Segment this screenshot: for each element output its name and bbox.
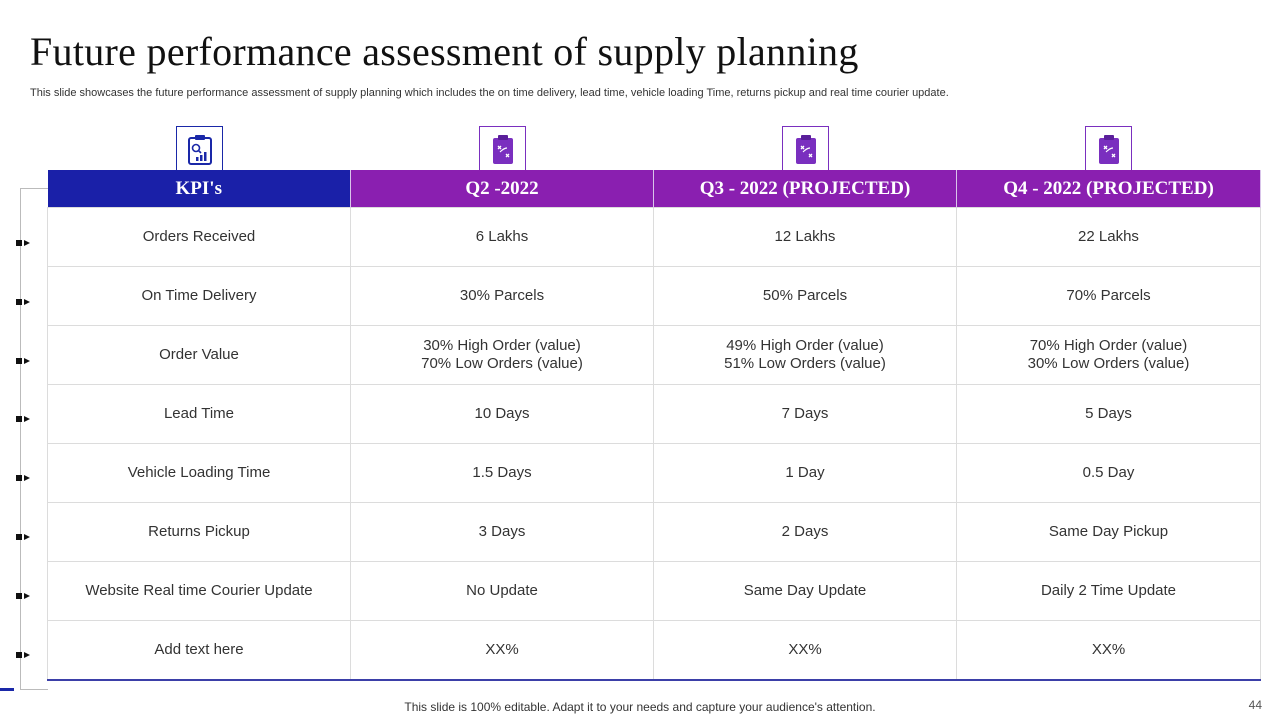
clipboard-icon <box>782 126 829 173</box>
frame-line <box>20 188 21 690</box>
footer-note: This slide is 100% editable. Adapt it to… <box>404 700 876 714</box>
row-arrow-icon <box>16 410 32 423</box>
kpi-value-cell: XX% <box>653 620 957 681</box>
row-arrow-icon <box>16 469 32 482</box>
kpi-value-cell: 1 Day <box>653 443 957 503</box>
row-arrow-icon <box>16 293 32 305</box>
kpi-value-cell: 70% High Order (value) 30% Low Orders (v… <box>956 325 1261 385</box>
frame-line <box>20 689 48 690</box>
page-number: 44 <box>1248 698 1262 712</box>
corner-accent <box>0 688 14 691</box>
kpi-label-cell: On Time Delivery <box>47 266 351 326</box>
table-row: Order Value 30% High Order (value) 70% Lo… <box>47 325 1261 385</box>
kpi-label-cell: Add text here <box>47 620 351 681</box>
kpi-label-cell: Lead Time <box>47 384 351 444</box>
header-q3-2022: Q3 - 2022 (PROJECTED) <box>653 170 957 208</box>
report-chart-icon <box>176 126 223 173</box>
kpi-value-cell: 30% High Order (value) 70% Low Orders (v… <box>350 325 654 385</box>
row-arrow-icon <box>16 352 32 364</box>
kpi-value-cell: 50% Parcels <box>653 266 957 326</box>
row-arrow-icon <box>16 528 32 540</box>
kpi-value-cell: 0.5 Day <box>956 443 1261 503</box>
kpi-label-cell: Order Value <box>47 325 351 385</box>
page-subtitle: This slide showcases the future performa… <box>30 87 949 99</box>
header-q4-2022: Q4 - 2022 (PROJECTED) <box>956 170 1261 208</box>
header-q2-2022: Q2 -2022 <box>350 170 654 208</box>
kpi-value-cell: Daily 2 Time Update <box>956 561 1261 621</box>
row-arrow-icon <box>16 646 32 658</box>
table-row: On Time Delivery 30% Parcels 50% Parcels 70… <box>47 266 1261 326</box>
frame-line <box>20 188 48 189</box>
kpi-value-cell: Same Day Pickup <box>956 502 1261 562</box>
kpi-value-cell: 1.5 Days <box>350 443 654 503</box>
kpi-value-cell: XX% <box>956 620 1261 681</box>
table-row: Website Real time Courier Update No Updat… <box>47 561 1261 621</box>
kpi-label-cell: Orders Received <box>47 207 351 267</box>
table-row: Lead Time 10 Days 7 Days 5 Days <box>47 384 1261 444</box>
clipboard-icon <box>479 126 526 173</box>
kpi-value-cell: 2 Days <box>653 502 957 562</box>
row-arrow-icon <box>16 587 32 599</box>
kpi-value-cell: 22 Lakhs <box>956 207 1261 267</box>
kpi-value-cell: 70% Parcels <box>956 266 1261 326</box>
kpi-label-cell: Returns Pickup <box>47 502 351 562</box>
kpi-value-cell: 7 Days <box>653 384 957 444</box>
row-arrow-icon <box>16 234 32 246</box>
kpi-value-cell: 6 Lakhs <box>350 207 654 267</box>
page-title: Future performance assessment of supply … <box>30 29 859 74</box>
table-row: Orders Received 6 Lakhs 12 Lakhs 22 Lakhs <box>47 207 1261 267</box>
kpi-value-cell: 5 Days <box>956 384 1261 444</box>
kpi-value-cell: No Update <box>350 561 654 621</box>
kpi-table: KPI's Q2 -2022 Q3 - 2022 (PROJECTED) Q4 … <box>47 170 1261 681</box>
clipboard-icon <box>1085 126 1132 173</box>
table-row: Returns Pickup 3 Days 2 Days Same Day Picku… <box>47 502 1261 562</box>
table-header-row: KPI's Q2 -2022 Q3 - 2022 (PROJECTED) Q4 … <box>47 170 1261 208</box>
kpi-value-cell: XX% <box>350 620 654 681</box>
kpi-value-cell: Same Day Update <box>653 561 957 621</box>
table-row: Add text here XX% XX% XX% <box>47 620 1261 681</box>
kpi-value-cell: 30% Parcels <box>350 266 654 326</box>
kpi-value-cell: 3 Days <box>350 502 654 562</box>
kpi-value-cell: 10 Days <box>350 384 654 444</box>
kpi-value-cell: 12 Lakhs <box>653 207 957 267</box>
table-row: Vehicle Loading Time 1.5 Days 1 Day 0.5 Day <box>47 443 1261 503</box>
header-kpis: KPI's <box>47 170 351 208</box>
kpi-value-cell: 49% High Order (value) 51% Low Orders (v… <box>653 325 957 385</box>
kpi-label-cell: Vehicle Loading Time <box>47 443 351 503</box>
kpi-label-cell: Website Real time Courier Update <box>47 561 351 621</box>
